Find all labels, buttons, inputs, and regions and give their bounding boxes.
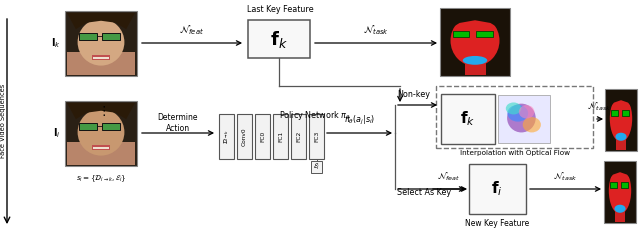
FancyBboxPatch shape [498, 95, 550, 143]
FancyBboxPatch shape [65, 101, 137, 166]
FancyBboxPatch shape [469, 164, 526, 214]
Text: $\mathbf{f}_i$: $\mathbf{f}_i$ [491, 180, 503, 198]
FancyBboxPatch shape [452, 31, 469, 37]
FancyBboxPatch shape [93, 56, 109, 59]
Text: Last Key Feature: Last Key Feature [246, 5, 314, 13]
Text: $\mathbf{I}_k$: $\mathbf{I}_k$ [51, 36, 61, 50]
Text: FC0: FC0 [260, 131, 265, 142]
FancyBboxPatch shape [610, 182, 618, 188]
Text: $\mathbf{f}_k$: $\mathbf{f}_k$ [460, 110, 476, 128]
FancyBboxPatch shape [67, 52, 135, 75]
FancyBboxPatch shape [605, 89, 637, 151]
FancyBboxPatch shape [93, 147, 109, 149]
Text: Policy Network $\pi_\theta$: Policy Network $\pi_\theta$ [279, 109, 351, 122]
Ellipse shape [616, 133, 627, 141]
FancyBboxPatch shape [102, 33, 120, 40]
FancyBboxPatch shape [291, 114, 306, 159]
FancyBboxPatch shape [79, 123, 97, 130]
FancyBboxPatch shape [219, 114, 234, 159]
Text: Select As Key: Select As Key [397, 188, 451, 197]
FancyBboxPatch shape [611, 110, 618, 116]
FancyBboxPatch shape [621, 110, 629, 116]
Text: Face Video Sequences: Face Video Sequences [1, 84, 6, 158]
Ellipse shape [463, 56, 487, 65]
Text: $\mathbf{f}_k$: $\mathbf{f}_k$ [270, 28, 288, 49]
FancyBboxPatch shape [255, 114, 270, 159]
Ellipse shape [614, 205, 626, 213]
FancyBboxPatch shape [441, 94, 495, 144]
Polygon shape [441, 9, 509, 30]
Text: $\mathcal{N}_{task}$: $\mathcal{N}_{task}$ [587, 100, 611, 113]
FancyBboxPatch shape [604, 161, 636, 223]
Text: $\mathcal{E}_i$: $\mathcal{E}_i$ [313, 162, 320, 172]
FancyBboxPatch shape [615, 208, 625, 222]
Text: FC3: FC3 [314, 131, 319, 142]
Text: $\mathcal{N}_{task}$: $\mathcal{N}_{task}$ [363, 23, 389, 37]
Polygon shape [605, 162, 635, 181]
Text: $\mathcal{N}_{task}$: $\mathcal{N}_{task}$ [553, 170, 577, 183]
FancyBboxPatch shape [621, 182, 628, 188]
FancyBboxPatch shape [616, 136, 626, 150]
FancyBboxPatch shape [476, 31, 493, 37]
FancyBboxPatch shape [440, 8, 510, 76]
Ellipse shape [506, 102, 522, 114]
Polygon shape [606, 90, 636, 109]
FancyBboxPatch shape [309, 114, 324, 159]
FancyBboxPatch shape [237, 114, 252, 159]
FancyBboxPatch shape [65, 11, 137, 76]
Ellipse shape [610, 95, 632, 142]
Ellipse shape [451, 15, 499, 66]
FancyBboxPatch shape [465, 60, 486, 75]
Ellipse shape [77, 109, 124, 156]
Text: $\vdots$: $\vdots$ [97, 104, 106, 118]
Ellipse shape [519, 105, 534, 119]
FancyBboxPatch shape [311, 161, 322, 173]
FancyBboxPatch shape [248, 20, 310, 58]
Text: $\mathbf{I}_i$: $\mathbf{I}_i$ [53, 126, 61, 140]
Ellipse shape [507, 104, 536, 133]
Text: $\mathcal{N}_{feat}$: $\mathcal{N}_{feat}$ [437, 170, 461, 183]
Text: Conv0: Conv0 [242, 127, 247, 146]
Ellipse shape [523, 117, 541, 133]
FancyBboxPatch shape [273, 114, 288, 159]
Polygon shape [67, 13, 135, 29]
FancyBboxPatch shape [92, 54, 109, 60]
FancyBboxPatch shape [67, 142, 135, 165]
Ellipse shape [508, 105, 528, 122]
Text: FC1: FC1 [278, 131, 283, 142]
FancyBboxPatch shape [92, 145, 109, 150]
Ellipse shape [609, 167, 631, 214]
Text: Determine
Action: Determine Action [157, 113, 198, 133]
Polygon shape [67, 103, 135, 119]
Text: Non-key: Non-key [397, 90, 430, 99]
Text: New Key Feature: New Key Feature [465, 219, 529, 228]
Text: $s_i = \{\mathcal{D}_{i \rightarrow k}, \mathcal{E}_i\}$: $s_i = \{\mathcal{D}_{i \rightarrow k}, … [76, 174, 126, 184]
Text: Interpolation with Optical Flow: Interpolation with Optical Flow [460, 150, 570, 156]
Text: FC2: FC2 [296, 131, 301, 142]
Text: $\mathcal{N}_{feat}$: $\mathcal{N}_{feat}$ [179, 23, 205, 37]
FancyBboxPatch shape [102, 123, 120, 130]
Text: $\pi_\theta(a_j | s_i)$: $\pi_\theta(a_j | s_i)$ [344, 114, 375, 127]
Text: $\mathcal{D}_{i\to k}$: $\mathcal{D}_{i\to k}$ [222, 129, 231, 144]
FancyBboxPatch shape [79, 33, 97, 40]
Ellipse shape [77, 19, 124, 66]
